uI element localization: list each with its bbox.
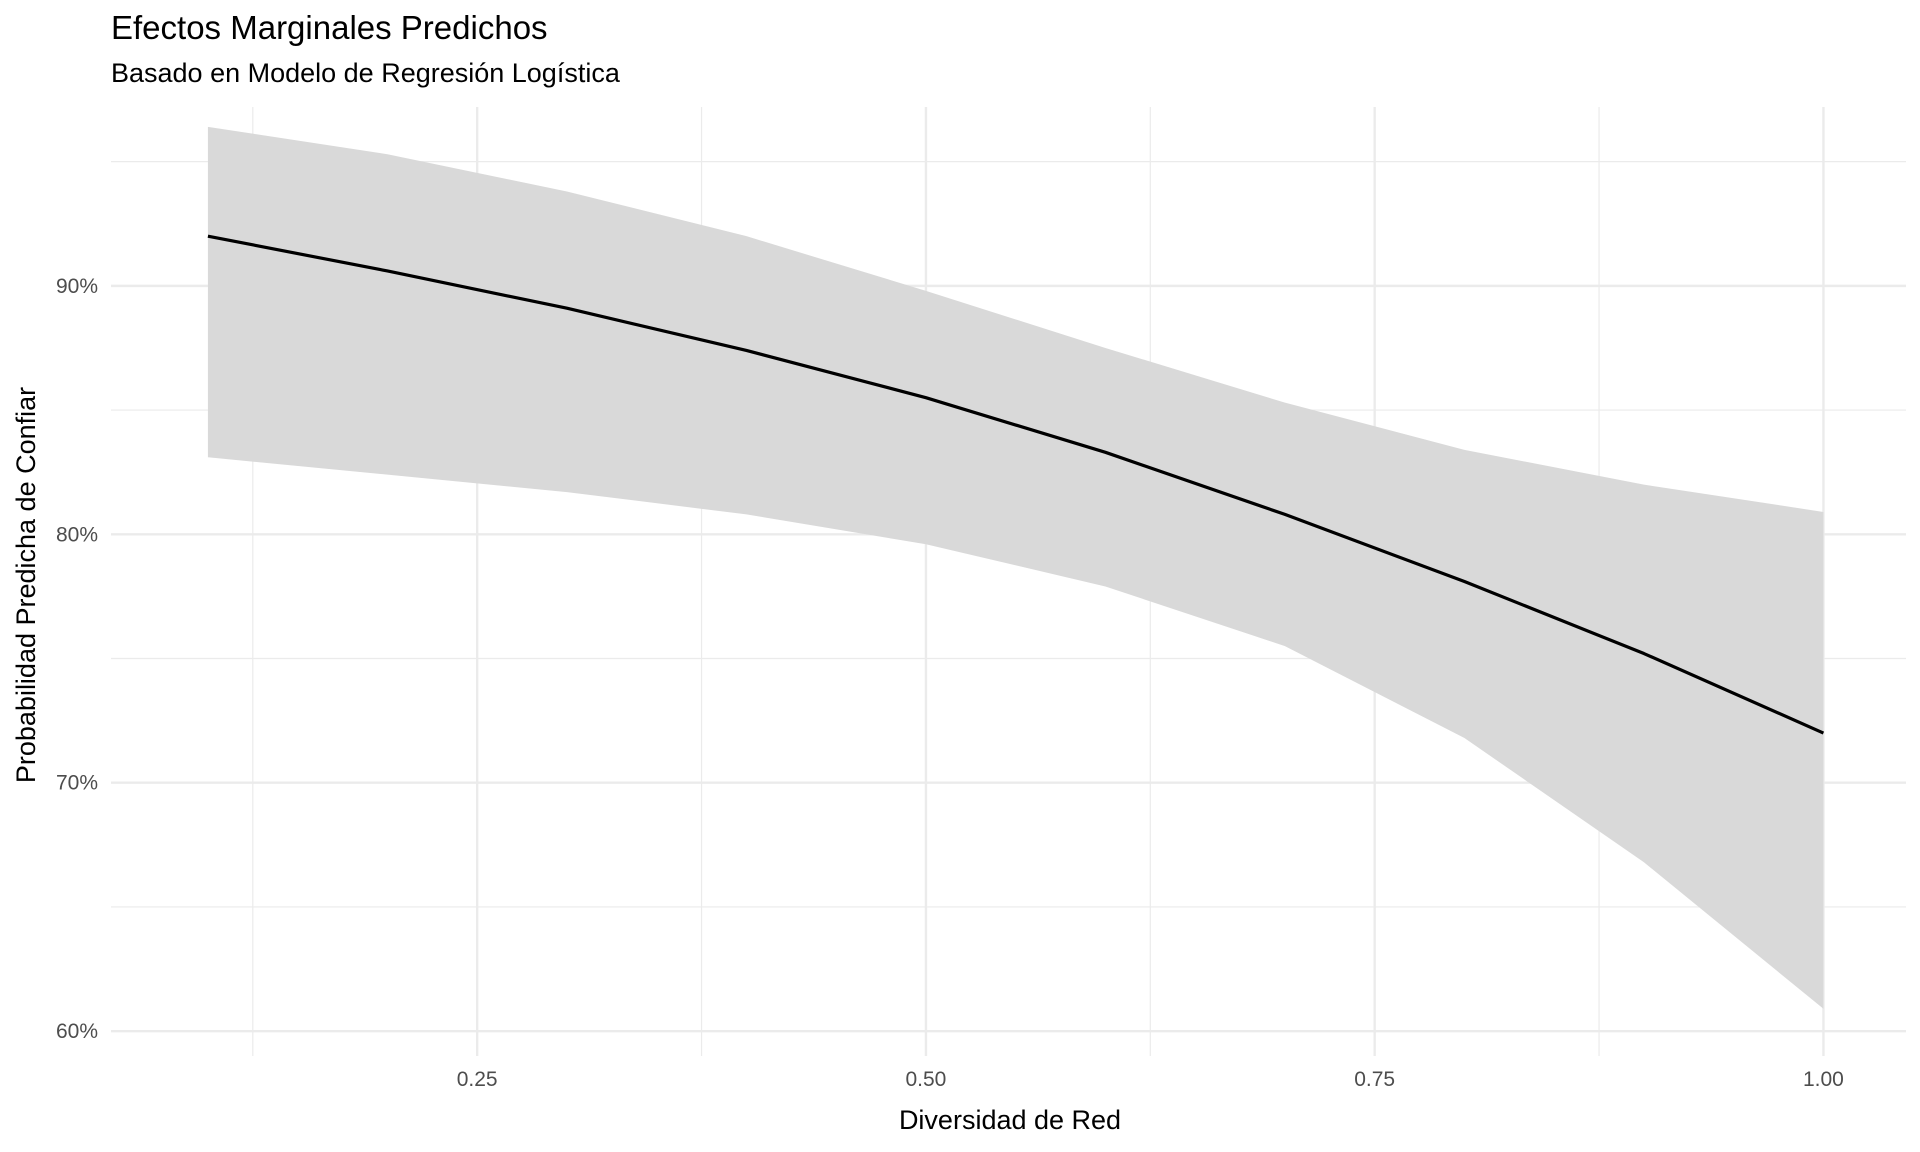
x-axis-title: Diversidad de Red — [899, 1105, 1121, 1135]
chart-subtitle: Basado en Modelo de Regresión Logística — [111, 58, 620, 88]
prediction-line-layer — [207, 234, 1825, 735]
y-tick-labels: 60% 70% 80% 90% — [56, 275, 98, 1043]
x-tick-label: 1.00 — [1803, 1068, 1844, 1091]
y-axis-title: Probabilidad Predicha de Confiar — [11, 387, 41, 783]
y-tick-label: 90% — [56, 275, 98, 298]
y-tick-label: 70% — [56, 772, 98, 795]
y-tick-label: 60% — [56, 1020, 98, 1043]
x-tick-label: 0.75 — [1354, 1068, 1395, 1091]
confidence-ribbon-layer — [207, 126, 1824, 1009]
x-tick-label: 0.25 — [457, 1068, 498, 1091]
y-tick-label: 80% — [56, 523, 98, 546]
x-tick-labels: 0.25 0.50 0.75 1.00 — [457, 1068, 1844, 1091]
prediction-line — [207, 234, 1825, 735]
chart-title: Efectos Marginales Predichos — [111, 9, 548, 46]
x-tick-label: 0.50 — [905, 1068, 946, 1091]
confidence-ribbon — [207, 126, 1824, 1009]
